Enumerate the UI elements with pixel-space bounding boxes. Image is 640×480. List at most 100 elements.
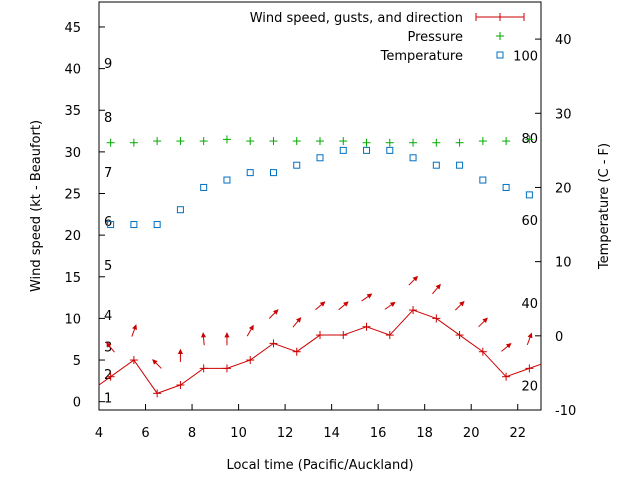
legend-marker-pressure [496,32,504,40]
wind-point [409,306,418,315]
wind-series-line [98,309,542,394]
beaufort-label: 2 [104,368,112,383]
pressure-point [502,137,511,146]
x-tick-label: 8 [188,426,196,441]
wind-point [269,339,278,348]
wind-point [222,364,231,373]
y-axis-label-left: Wind speed (kt - Beaufort) [29,120,44,292]
temperature-point [223,176,231,184]
fahrenheit-scale-labels: 20406080100 [513,49,538,394]
beaufort-scale-labels: 1 2 3 4 5 6 7 8 9 [104,57,112,407]
temperature-point [363,146,371,154]
x-tick-label: 12 [277,426,294,441]
x-tick-label: 6 [141,426,149,441]
wind-direction-arrow [432,283,441,295]
y-tick-label-left: 15 [64,271,81,286]
temperature-point [432,161,440,169]
temperature-point [502,183,510,191]
x-tick-label: 16 [370,426,387,441]
y-axis-label-right: Temperature (C - F) [597,143,612,270]
temperature-point [246,169,254,177]
temperature-point [200,183,208,191]
y-tick-label-left: 35 [64,104,81,119]
y-tick-label-right: 0 [555,330,563,345]
wind-point [153,389,162,398]
beaufort-label: 9 [104,57,112,72]
wind-direction-arrow [408,275,419,286]
legend-marker-wind [475,13,525,21]
temperature-point [107,221,115,229]
y-tick-label-right: 30 [555,107,572,122]
y-tick-label-left: 0 [73,396,81,411]
pressure-point [478,137,487,146]
temperature-point [409,154,417,162]
wind-direction-arrow [200,332,207,346]
beaufort-label: 7 [104,166,112,181]
wind-direction-arrow [268,309,279,319]
wind-point [385,331,394,340]
wind-point [292,347,301,356]
temperature-point [316,154,324,162]
wind-direction-arrow [106,342,115,353]
x-tick-label: 20 [463,426,480,441]
wind-point [176,381,185,390]
wind-direction-arrow [315,301,326,311]
x-tick-label: 14 [323,426,340,441]
wind-point [432,314,441,323]
temperature-point [130,221,138,229]
y-tick-label-left: 10 [64,312,81,327]
pressure-point [409,138,418,147]
fahrenheit-label: 40 [521,297,538,312]
wind-direction-arrow [454,300,465,311]
wind-point [362,322,371,331]
pressure-point [339,137,348,146]
y-tick-label-right: 20 [555,181,572,196]
wind-point [525,364,534,373]
temperature-point [525,191,533,199]
wind-direction-arrow [384,301,396,310]
pressure-point [176,137,185,146]
wind-point [106,372,115,381]
x-tick-label: 10 [230,426,247,441]
fahrenheit-label: 100 [513,49,538,64]
wind-direction-arrow [526,332,533,346]
pressure-point [153,137,162,146]
pressure-point [129,138,138,147]
pressure-point [292,137,301,146]
y-tick-label-left: 25 [64,188,81,203]
legend: Wind speed, gusts, and direction Pressur… [250,11,525,64]
beaufort-label: 4 [104,309,112,324]
x-tick-label: 4 [95,426,103,441]
wind-direction-arrow [224,332,230,346]
wind-direction-arrow [177,348,183,362]
y-tick-label-right: 40 [555,33,572,48]
pressure-point [246,137,255,146]
wind-direction-arrow [478,317,488,328]
wind-direction-arrow [246,324,254,337]
wind-direction-arrow [131,324,137,337]
beaufort-label: 8 [104,111,112,126]
wind-point [199,364,208,373]
temperature-point [479,176,487,184]
pressure-point [362,138,371,147]
pressure-point [385,138,394,147]
pressure-point [316,137,324,146]
y-tick-label-left: 30 [64,146,81,161]
beaufort-label: 6 [104,215,112,230]
wind-point [478,347,487,356]
legend-label-temperature: Temperature [380,49,463,64]
temperature-point [153,221,161,229]
wind-point [246,356,255,365]
x-axis-label: Local time (Pacific/Auckland) [226,458,413,473]
temperature-point [269,169,277,177]
pressure-point [525,135,534,144]
x-tick-label: 22 [509,426,526,441]
fahrenheit-label: 20 [521,380,538,395]
y-tick-label-left: 45 [64,21,81,36]
pressure-point [199,137,208,146]
y-tick-label-right: 10 [555,256,572,271]
wind-point [339,331,348,340]
wind-direction-arrow [152,359,162,369]
pressure-point [432,138,441,147]
